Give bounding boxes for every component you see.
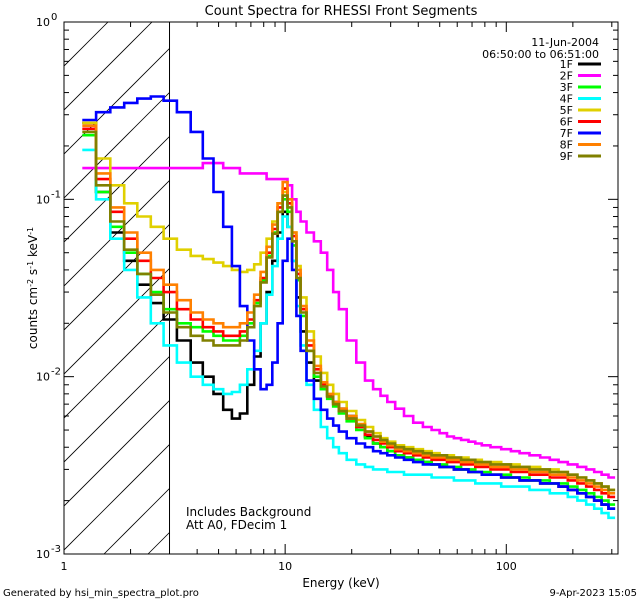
excluded-energy-region — [64, 22, 618, 554]
background-note: Includes Background — [186, 505, 311, 519]
legend-label-4F: 4F — [560, 93, 573, 106]
x-axis-label: Energy (keV) — [302, 576, 379, 590]
attenuator-note: Att A0, FDecim 1 — [186, 518, 287, 532]
legend-label-5F: 5F — [560, 104, 573, 117]
legend-label-6F: 6F — [560, 116, 573, 129]
legend-label-1F: 1F — [560, 58, 573, 71]
hatch-line — [64, 22, 197, 155]
x-tick-label: 1 — [61, 560, 68, 573]
series-7F-line — [82, 95, 616, 510]
x-tick-label: 100 — [496, 560, 517, 573]
date-label: 11-Jun-2004 — [531, 36, 599, 49]
y-tick-exponent: 0 — [51, 12, 57, 23]
y-tick-label: 10 — [36, 548, 50, 561]
legend-label-2F: 2F — [560, 70, 573, 83]
series-2F-line — [82, 161, 616, 479]
legend-label-3F: 3F — [560, 81, 573, 94]
legend-label-7F: 7F — [560, 127, 573, 140]
plot-frame — [63, 21, 619, 555]
series-8F-line — [82, 124, 616, 495]
y-axis-label: counts cm-2 s-1 keV-1 — [26, 227, 41, 349]
time-range-label: 06:50:00 to 06:51:00 — [482, 48, 599, 61]
series-5F-line — [82, 121, 616, 492]
hatch-line — [64, 22, 109, 67]
hatch-mask — [169, 22, 618, 554]
series-layer — [82, 95, 616, 520]
y-tick-exponent: -1 — [51, 189, 61, 200]
legend-label-8F: 8F — [560, 139, 573, 152]
footer-generator: Generated by hsi_min_spectra_plot.pro — [3, 588, 199, 599]
footer-timestamp: 9-Apr-2023 15:05 — [550, 588, 637, 599]
chart-title: Count Spectra for RHESSI Front Segments — [205, 4, 478, 19]
y-tick-label: 10 — [36, 371, 50, 384]
y-tick-exponent: -3 — [51, 544, 61, 555]
y-tick-label: 10 — [36, 193, 50, 206]
x-tick-label: 10 — [278, 560, 292, 573]
hatch-line — [64, 22, 241, 199]
y-tick-label: 10 — [36, 16, 50, 29]
y-tick-exponent: -2 — [51, 367, 61, 378]
series-4F-line — [82, 148, 616, 520]
legend-label-9F: 9F — [560, 150, 573, 163]
series-9F-line — [82, 130, 616, 492]
